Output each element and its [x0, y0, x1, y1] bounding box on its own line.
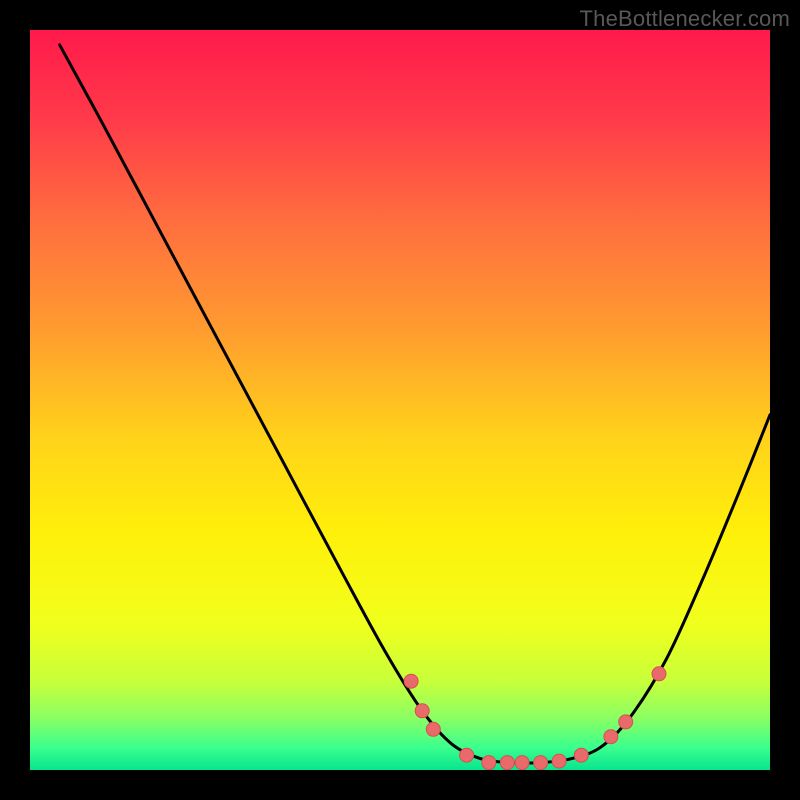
- marker-point: [460, 748, 474, 762]
- marker-point: [482, 756, 496, 770]
- marker-point: [515, 756, 529, 770]
- marker-point: [604, 730, 618, 744]
- marker-point: [426, 722, 440, 736]
- marker-point: [534, 756, 548, 770]
- marker-point: [652, 667, 666, 681]
- chart-container: TheBottlenecker.com: [0, 0, 800, 800]
- marker-point: [574, 748, 588, 762]
- marker-point: [500, 756, 514, 770]
- marker-point: [415, 704, 429, 718]
- plot-area: [30, 30, 770, 770]
- markers-group: [404, 667, 666, 770]
- marker-point: [404, 674, 418, 688]
- curve-layer: [30, 30, 770, 770]
- marker-point: [619, 715, 633, 729]
- main-curve: [60, 45, 770, 763]
- marker-point: [552, 754, 566, 768]
- watermark-text: TheBottlenecker.com: [580, 6, 790, 32]
